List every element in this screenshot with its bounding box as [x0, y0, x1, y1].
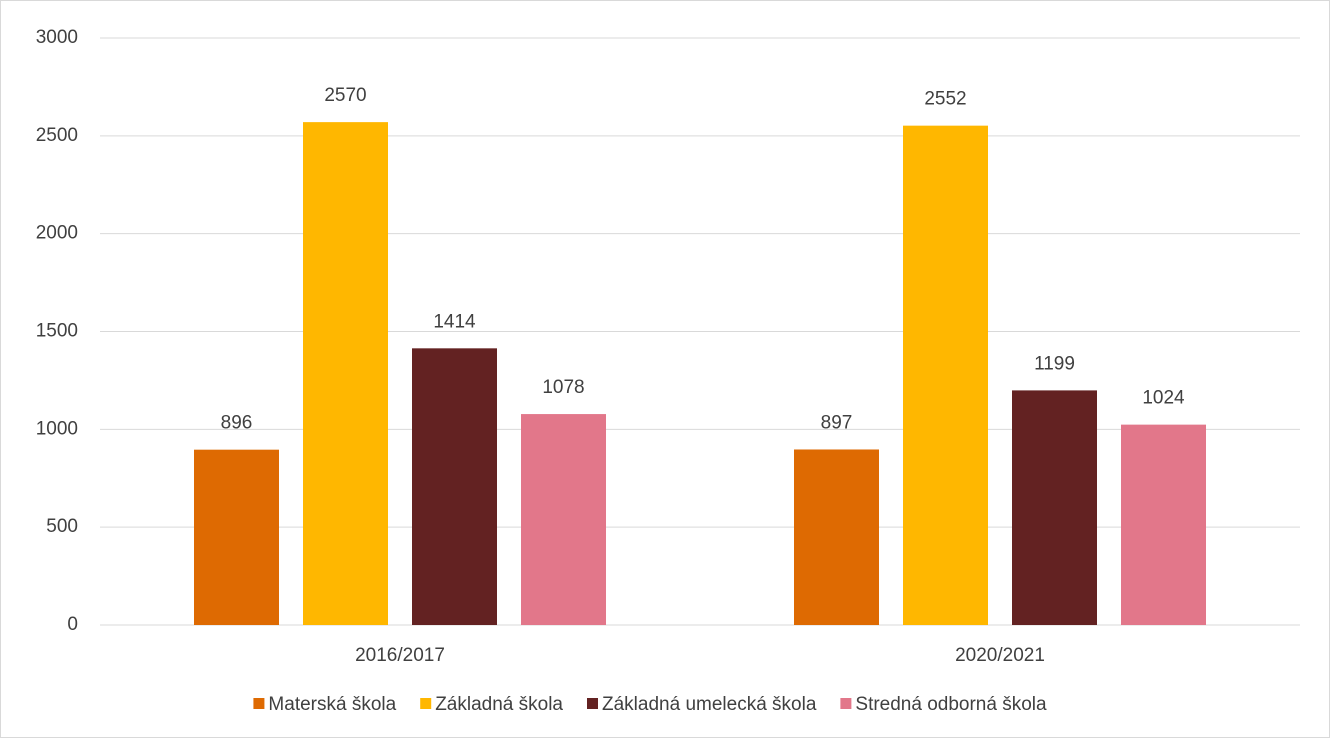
legend-swatch	[587, 698, 598, 709]
data-label: 897	[821, 413, 853, 434]
bar	[794, 449, 879, 625]
x-tick-label: 2016/2017	[355, 645, 445, 666]
legend-swatch	[840, 698, 852, 709]
y-tick-label: 0	[67, 614, 78, 635]
bar	[303, 122, 388, 626]
bar	[1121, 424, 1206, 625]
legend-swatch	[253, 698, 265, 709]
data-label: 2552	[924, 89, 966, 110]
bar	[412, 348, 497, 625]
bar	[903, 125, 988, 626]
x-tick-label: 2020/2021	[955, 645, 1045, 666]
data-label: 1414	[433, 311, 476, 332]
legend-swatch	[420, 698, 432, 709]
bar	[1012, 390, 1097, 625]
y-tick-label: 3000	[36, 27, 78, 48]
legend-label: Stredná odborná škola	[855, 694, 1047, 715]
y-tick-label: 2000	[36, 223, 78, 244]
data-label: 896	[221, 413, 253, 434]
y-tick-label: 1500	[36, 321, 78, 342]
bar	[194, 449, 279, 625]
data-label: 1199	[1034, 353, 1075, 374]
bar	[521, 414, 606, 625]
y-tick-label: 1000	[36, 418, 78, 439]
data-label: 1024	[1142, 388, 1185, 409]
legend-label: Materská škola	[268, 694, 396, 715]
y-tick-label: 500	[46, 516, 78, 537]
legend-label: Základná škola	[435, 694, 563, 715]
y-tick-label: 2500	[36, 125, 78, 146]
data-label: 1078	[542, 377, 584, 398]
data-label: 2570	[324, 85, 366, 106]
legend-label: Základná umelecká škola	[602, 694, 817, 715]
